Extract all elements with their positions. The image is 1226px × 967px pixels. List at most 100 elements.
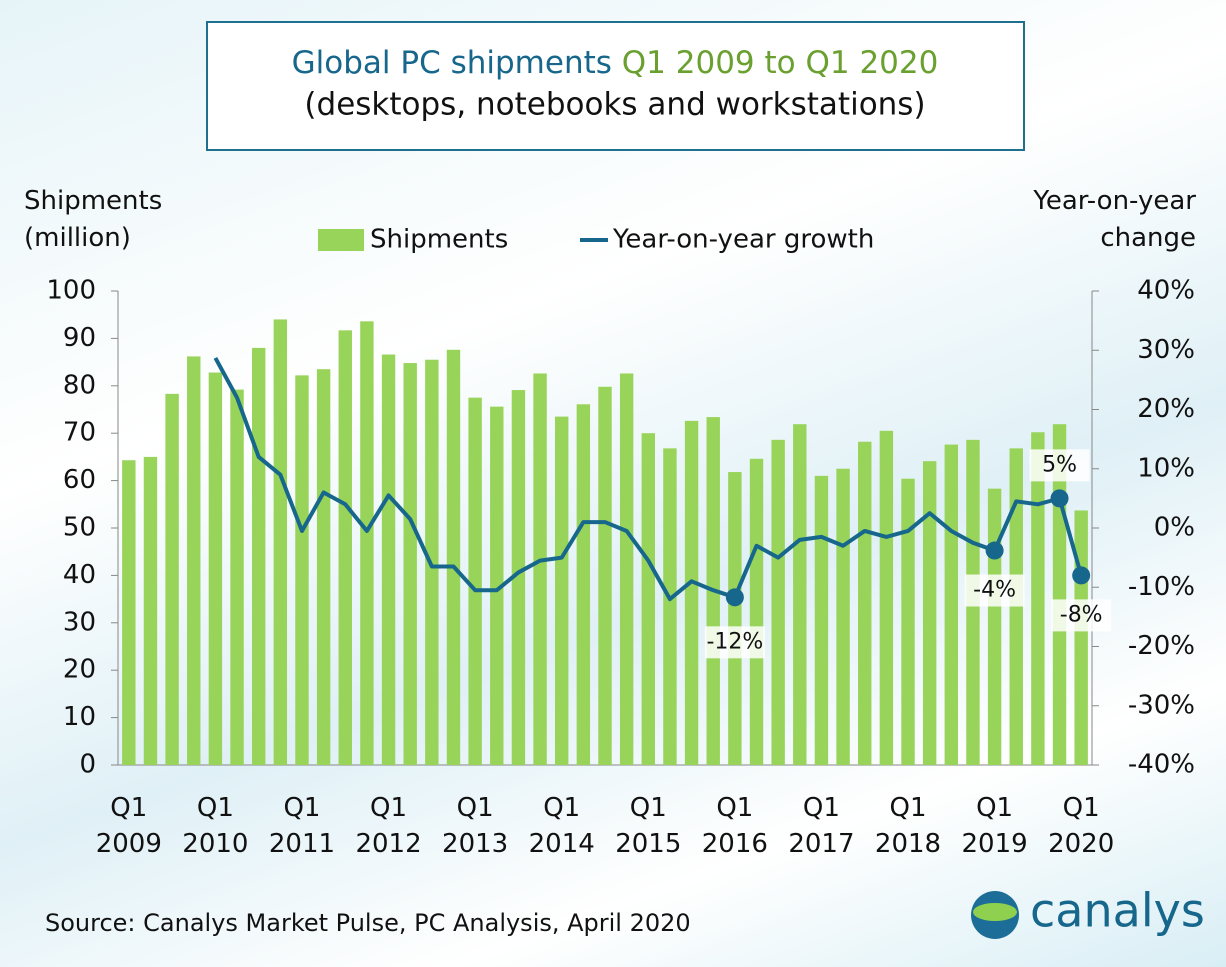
data-label: 5% <box>1042 452 1077 477</box>
y-tick-label: 100 <box>46 276 96 306</box>
data-label: -4% <box>973 578 1016 603</box>
label-bg <box>1029 449 1090 482</box>
label-bg <box>704 626 765 659</box>
x-tick-label: Q1 2018 <box>874 793 942 859</box>
bar <box>295 375 309 765</box>
bar <box>511 390 526 765</box>
bar <box>1074 510 1088 765</box>
point-marker <box>725 588 744 607</box>
bar <box>771 439 785 765</box>
y2-tick-label: 10% <box>1137 453 1195 483</box>
bar <box>360 321 374 765</box>
x-tick-label: Q1 2012 <box>355 793 422 859</box>
bar <box>641 433 655 765</box>
brand: canalys <box>1030 884 1205 938</box>
y2-tick-label: 20% <box>1137 394 1195 424</box>
bar <box>793 424 807 765</box>
bar <box>165 393 179 765</box>
bar <box>576 404 591 765</box>
bar <box>555 416 569 765</box>
legend: Shipments Year-on-year growth <box>318 225 874 255</box>
bar <box>251 347 266 765</box>
y-tick-label: 70 <box>63 418 96 448</box>
bar <box>858 441 872 765</box>
y2-tick-label: 30% <box>1137 335 1195 365</box>
x-tick-label: Q1 2009 <box>95 793 162 859</box>
x-tick-label: Q1 2011 <box>268 793 336 859</box>
y2-tick-label: -30% <box>1128 690 1195 720</box>
bar <box>403 363 417 765</box>
y-tick-label: 60 <box>63 465 96 495</box>
bar <box>208 372 223 765</box>
label-bg <box>1051 599 1112 632</box>
y-tick-label: 20 <box>63 655 96 685</box>
y2-tick-label: 40% <box>1137 276 1195 306</box>
bar <box>1031 432 1045 765</box>
data-label: -12% <box>706 629 763 654</box>
y2-tick-label: 0% <box>1154 513 1195 543</box>
y2-axis-title: Year-on-year change <box>1033 186 1196 253</box>
x-tick-label: Q1 2016 <box>701 793 768 859</box>
bar <box>316 369 331 765</box>
y2-tick-label: -40% <box>1128 750 1195 780</box>
y-tick-label: 30 <box>63 607 96 637</box>
y2-tick-label: -10% <box>1128 572 1195 602</box>
y-tick-label: 80 <box>63 370 96 400</box>
bar <box>879 430 894 765</box>
bar <box>230 389 244 765</box>
bar <box>814 475 829 765</box>
y-axis-title: Shipments (million) <box>24 186 163 253</box>
x-tick-label: Q1 2014 <box>528 793 595 859</box>
bar <box>533 373 547 765</box>
x-tick-label: Q1 2020 <box>1048 793 1115 859</box>
bar <box>836 468 850 765</box>
data-label: -8% <box>1060 602 1103 627</box>
y-tick-label: 40 <box>63 560 96 590</box>
bar <box>944 444 959 765</box>
bar <box>987 488 1002 765</box>
y-tick-label: 50 <box>63 513 96 543</box>
title-part: Q1 2009 to Q1 2020 <box>622 45 939 81</box>
bar <box>187 356 201 765</box>
line <box>213 356 1084 602</box>
bar <box>381 354 396 765</box>
logo-icon <box>973 903 1017 921</box>
bar <box>122 460 136 765</box>
title-box <box>206 21 1025 151</box>
point-marker <box>985 541 1004 560</box>
bar <box>446 349 461 765</box>
bar <box>143 456 158 765</box>
chart-title: Global PC shipments Q1 2009 to Q1 2020 <box>292 45 939 81</box>
x-tick-label: Q1 2015 <box>615 793 682 859</box>
x-tick-label: Q1 2010 <box>182 793 249 859</box>
point-marker <box>1050 489 1069 508</box>
legend-swatch <box>318 229 364 251</box>
legend-label: Shipments <box>370 225 508 255</box>
y-tick-label: 10 <box>63 702 96 732</box>
bar <box>338 330 352 765</box>
bar <box>490 406 504 765</box>
chart-subtitle: (desktops, notebooks and workstations) <box>304 87 925 123</box>
bar <box>598 386 612 765</box>
label-bg <box>964 574 1025 607</box>
y-tick-label: 0 <box>79 750 96 780</box>
title-part: Global PC shipments <box>292 45 612 81</box>
bar <box>468 397 482 765</box>
legend-label: Year-on-year growth <box>612 225 874 255</box>
bar <box>901 478 915 765</box>
bar <box>728 472 742 765</box>
point-marker <box>1072 566 1091 585</box>
x-tick-label: Q1 2017 <box>788 793 855 859</box>
y2-tick-label: -20% <box>1128 631 1195 661</box>
bar <box>619 373 634 765</box>
bar <box>684 420 699 765</box>
x-tick-label: Q1 2013 <box>442 793 509 859</box>
bar <box>749 458 764 765</box>
bar <box>1009 448 1023 765</box>
y-tick-label: 90 <box>63 323 96 353</box>
bar <box>663 448 677 765</box>
source: Source: Canalys Market Pulse, PC Analysi… <box>45 909 691 937</box>
x-tick-label: Q1 2019 <box>961 793 1028 859</box>
